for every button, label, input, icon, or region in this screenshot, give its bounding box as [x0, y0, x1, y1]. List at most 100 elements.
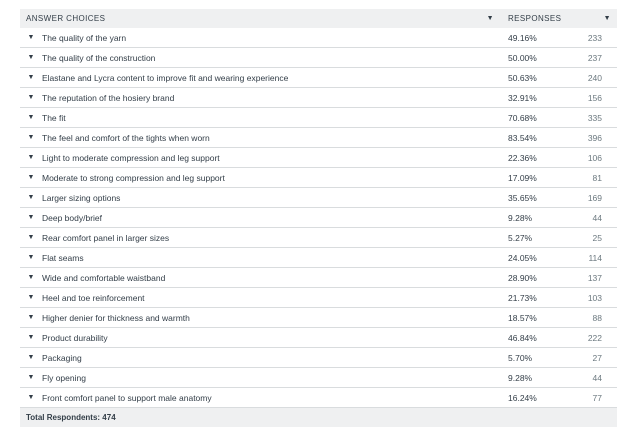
response-count: 114 [588, 252, 602, 263]
expand-caret-icon[interactable]: ▼ [27, 394, 35, 401]
answer-choice-label: Larger sizing options [42, 192, 121, 203]
answer-choice-label: The quality of the construction [42, 52, 156, 63]
sort-caret-icon[interactable]: ▼ [603, 15, 611, 22]
expand-caret-icon[interactable]: ▼ [27, 334, 35, 341]
table-row: ▼ The fit 70.68% 335 [20, 108, 617, 128]
response-percent: 18.57% [508, 312, 537, 323]
table-row: ▼ Product durability 46.84% 222 [20, 328, 617, 348]
answer-choices-header[interactable]: ANSWER CHOICES ▼ [20, 14, 500, 23]
answer-choices-header-label: ANSWER CHOICES [26, 14, 106, 23]
response-count: 88 [592, 312, 602, 323]
answer-choice-label: The quality of the yarn [42, 32, 127, 43]
table-row: ▼ Packaging 5.70% 27 [20, 348, 617, 368]
table-row: ▼ Higher denier for thickness and warmth 1… [20, 308, 617, 328]
answer-choice-label: Deep body/brief [42, 212, 103, 223]
expand-caret-icon[interactable]: ▼ [27, 154, 35, 161]
response-percent: 22.36% [508, 152, 537, 163]
table-row: ▼ Elastane and Lycra content to improve f… [20, 68, 617, 88]
expand-caret-icon[interactable]: ▼ [27, 314, 35, 321]
response-count: 396 [587, 132, 602, 143]
response-count: 44 [592, 372, 602, 383]
table-row: ▼ Rear comfort panel in larger sizes 5.27%… [20, 228, 617, 248]
expand-caret-icon[interactable]: ▼ [27, 94, 35, 101]
table-row: ▼ The reputation of the hosiery brand 32.9… [20, 88, 617, 108]
response-percent: 35.65% [508, 192, 537, 203]
response-percent: 50.63% [508, 72, 537, 83]
response-percent: 28.90% [508, 272, 537, 283]
response-percent: 70.68% [508, 112, 537, 123]
response-percent: 21.73% [508, 292, 537, 303]
response-count: 106 [587, 152, 602, 163]
expand-caret-icon[interactable]: ▼ [27, 254, 35, 261]
answer-choice-label: Higher denier for thickness and warmth [42, 312, 190, 323]
response-count: 81 [592, 172, 602, 183]
table-footer: Total Respondents: 474 [20, 408, 617, 427]
expand-caret-icon[interactable]: ▼ [27, 174, 35, 181]
answer-choice-label: Light to moderate compression and leg su… [42, 152, 220, 163]
expand-caret-icon[interactable]: ▼ [27, 374, 35, 381]
table-row: ▼ The feel and comfort of the tights when… [20, 128, 617, 148]
expand-caret-icon[interactable]: ▼ [27, 354, 35, 361]
expand-caret-icon[interactable]: ▼ [27, 34, 35, 41]
response-count: 233 [587, 32, 602, 43]
response-count: 137 [587, 272, 602, 283]
response-percent: 46.84% [508, 332, 537, 343]
table-row: ▼ Light to moderate compression and leg s… [20, 148, 617, 168]
answer-choice-label: Elastane and Lycra content to improve fi… [42, 72, 289, 83]
expand-caret-icon[interactable]: ▼ [27, 54, 35, 61]
response-percent: 32.91% [508, 92, 537, 103]
answer-choice-label: Flat seams [42, 252, 84, 263]
expand-caret-icon[interactable]: ▼ [27, 294, 35, 301]
expand-caret-icon[interactable]: ▼ [27, 114, 35, 121]
answer-choice-label: Product durability [42, 332, 108, 343]
responses-header-label: RESPONSES [508, 14, 562, 23]
table-row: ▼ Larger sizing options 35.65% 169 [20, 188, 617, 208]
answer-choice-label: Rear comfort panel in larger sizes [42, 232, 170, 243]
answer-choice-label: Moderate to strong compression and leg s… [42, 172, 225, 183]
response-percent: 83.54% [508, 132, 537, 143]
table-row: ▼ The quality of the construction 50.00% 23… [20, 48, 617, 68]
response-percent: 16.24% [508, 392, 537, 403]
table-body: ▼ The quality of the yarn 49.16% 233 ▼ The qu… [20, 28, 617, 408]
results-table: ANSWER CHOICES ▼ RESPONSES ▼ ▼ The qualit… [20, 9, 617, 427]
sort-caret-icon[interactable]: ▼ [486, 15, 494, 22]
response-percent: 9.28% [508, 372, 533, 383]
total-respondents: Total Respondents: 474 [26, 413, 116, 422]
expand-caret-icon[interactable]: ▼ [27, 234, 35, 241]
expand-caret-icon[interactable]: ▼ [27, 134, 35, 141]
answer-choice-label: Wide and comfortable waistband [42, 272, 166, 283]
response-percent: 24.05% [508, 252, 537, 263]
table-row: ▼ Deep body/brief 9.28% 44 [20, 208, 617, 228]
response-count: 237 [587, 52, 602, 63]
response-count: 103 [587, 292, 602, 303]
response-count: 25 [592, 232, 602, 243]
table-row: ▼ The quality of the yarn 49.16% 233 [20, 28, 617, 48]
responses-header[interactable]: RESPONSES ▼ [500, 14, 617, 23]
expand-caret-icon[interactable]: ▼ [27, 74, 35, 81]
table-row: ▼ Front comfort panel to support male ana… [20, 388, 617, 408]
response-count: 240 [587, 72, 602, 83]
expand-caret-icon[interactable]: ▼ [27, 214, 35, 221]
response-percent: 17.09% [508, 172, 537, 183]
response-count: 222 [587, 332, 602, 343]
table-row: ▼ Wide and comfortable waistband 28.90% 137 [20, 268, 617, 288]
response-percent: 5.27% [508, 232, 533, 243]
answer-choice-label: The feel and comfort of the tights when … [42, 132, 210, 143]
response-count: 77 [592, 392, 602, 403]
answer-choice-label: Front comfort panel to support male anat… [42, 392, 212, 403]
response-percent: 49.16% [508, 32, 537, 43]
answer-choice-label: Heel and toe reinforcement [42, 292, 145, 303]
answer-choice-label: Fly opening [42, 372, 86, 383]
response-percent: 50.00% [508, 52, 537, 63]
answer-choice-label: Packaging [42, 352, 82, 363]
expand-caret-icon[interactable]: ▼ [27, 194, 35, 201]
answer-choice-label: The fit [42, 112, 66, 123]
response-count: 44 [592, 212, 602, 223]
response-count: 156 [587, 92, 602, 103]
response-count: 27 [592, 352, 602, 363]
table-header: ANSWER CHOICES ▼ RESPONSES ▼ [20, 9, 617, 28]
expand-caret-icon[interactable]: ▼ [27, 274, 35, 281]
response-count: 169 [587, 192, 602, 203]
table-row: ▼ Moderate to strong compression and leg … [20, 168, 617, 188]
table-row: ▼ Flat seams 24.05% 114 [20, 248, 617, 268]
